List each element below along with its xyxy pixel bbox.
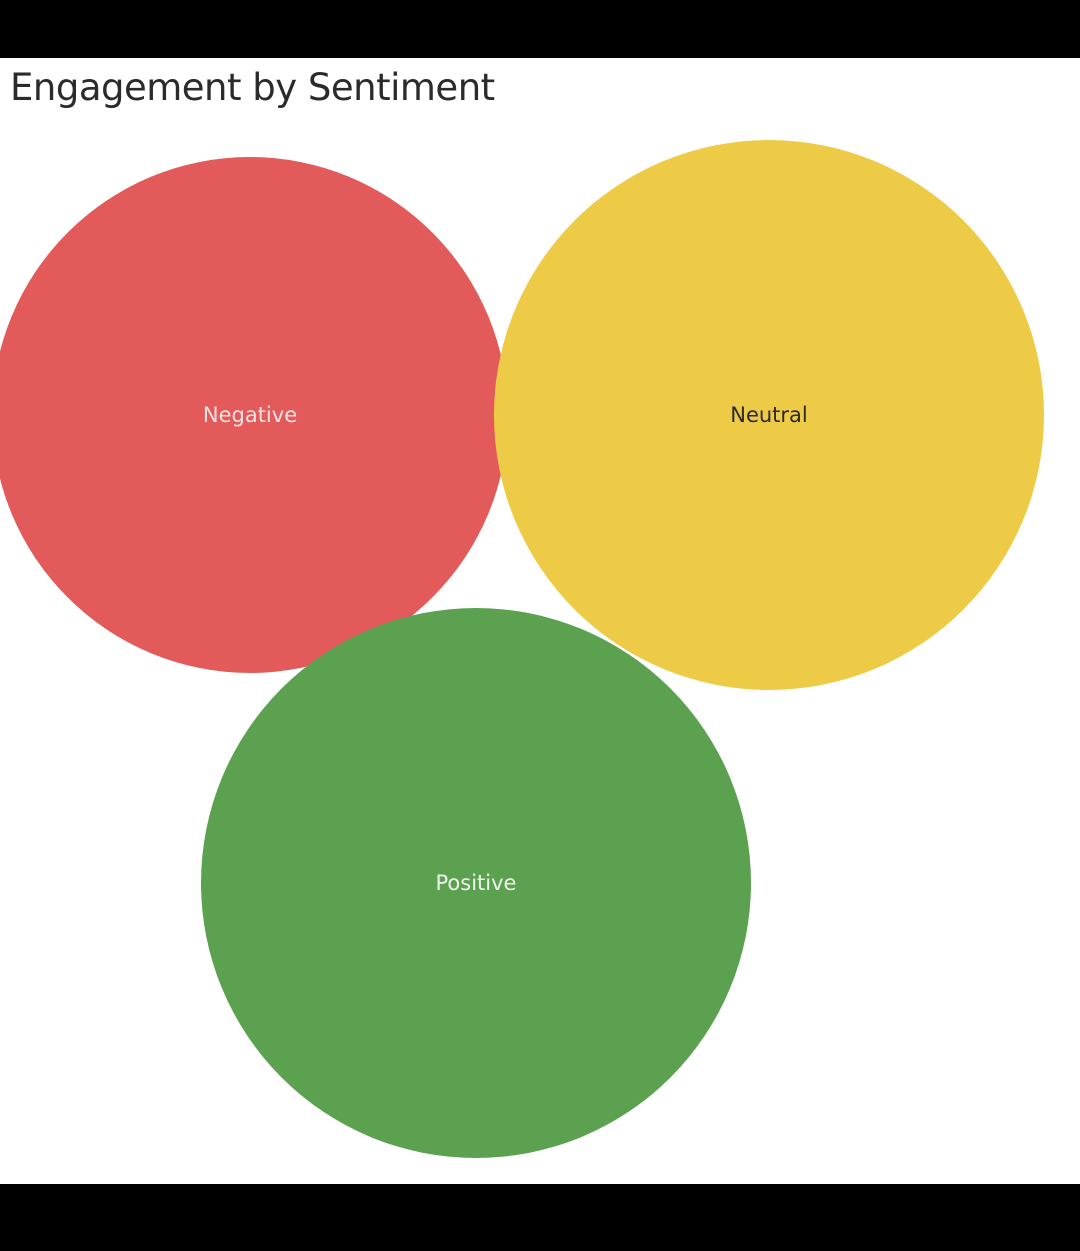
top-black-bar — [0, 0, 1080, 58]
bubble-label-neutral: Neutral — [730, 403, 808, 427]
bottom-black-bar — [0, 1184, 1080, 1251]
bubble-chart: Negative Neutral Positive — [0, 140, 1044, 1158]
chart-title: Engagement by Sentiment — [10, 66, 495, 109]
bubble-negative[interactable] — [0, 157, 508, 673]
bubble-label-positive: Positive — [436, 871, 517, 895]
bubble-label-negative: Negative — [203, 403, 297, 427]
bubble-neutral[interactable] — [494, 140, 1044, 690]
chart-canvas: Engagement by Sentiment Negative Neutral P… — [0, 58, 1080, 1184]
bubble-positive[interactable] — [201, 608, 751, 1158]
